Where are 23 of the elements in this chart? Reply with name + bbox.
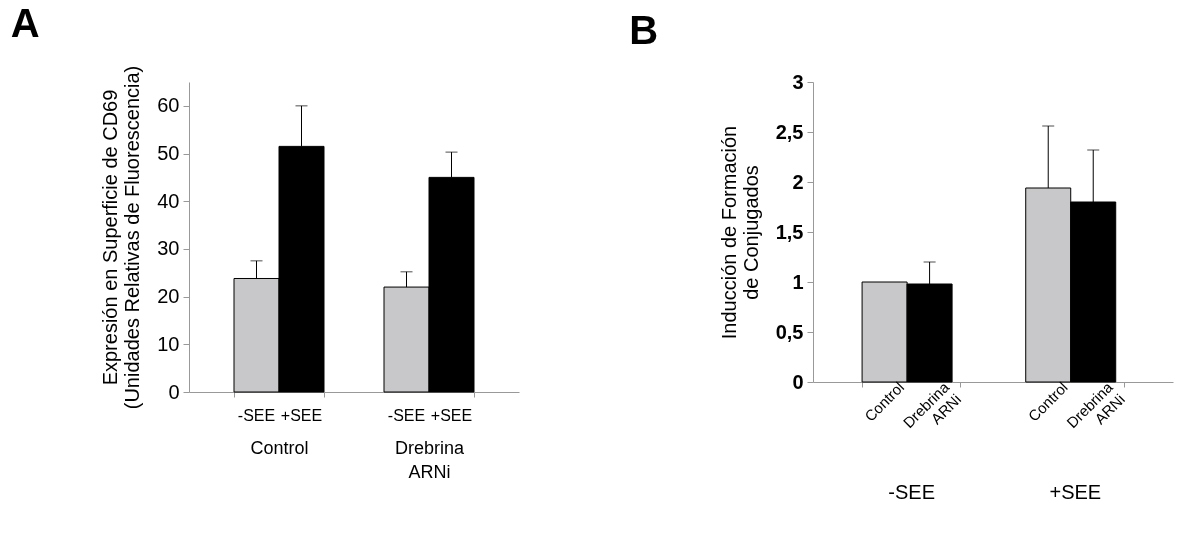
y-tick-label: 0: [168, 380, 180, 403]
text: -SEE: [387, 407, 426, 424]
y-tick-label: 60: [157, 94, 180, 117]
y-tick-label: 3: [792, 70, 804, 93]
chart-title: A: [10, 1, 40, 46]
y-tick-label: 1: [792, 270, 804, 293]
chart-title: B: [629, 8, 659, 52]
series-label: -SEE: [237, 407, 276, 424]
x-tick-label: Drebrina ARNi: [394, 437, 465, 482]
y-tick-label: 40: [157, 189, 180, 212]
y-tick-label: 0: [792, 370, 804, 393]
series-label: +SEE: [280, 407, 323, 424]
y-tick-label: 10: [157, 332, 180, 355]
y-tick-label: 20: [157, 285, 180, 308]
text: +SEE: [430, 407, 473, 424]
y-tick-label: 30: [157, 237, 180, 260]
y-tick-label: 2: [792, 170, 804, 193]
y-axis-title: Expresión en Superficie de CD69 (Unidades Relativas de Fluorescencia): [99, 65, 144, 410]
y-tick-label: 0,5: [775, 320, 804, 343]
y-axis-title: Inducción de Formación de Conjugados: [717, 125, 762, 340]
y-tick-label: 1,5: [775, 220, 804, 243]
y-tick-label: 2,5: [775, 120, 804, 143]
y-tick-label: 50: [157, 142, 180, 165]
